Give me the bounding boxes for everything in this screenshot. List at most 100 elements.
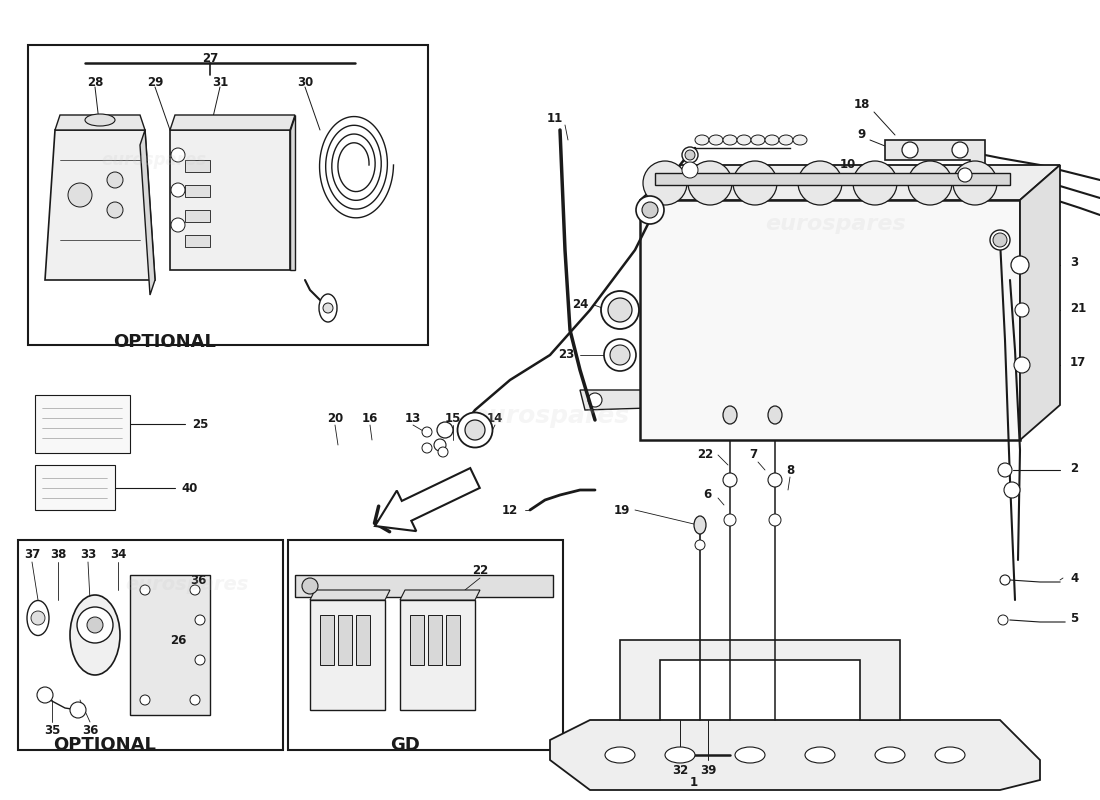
- Text: 8: 8: [785, 463, 794, 477]
- Bar: [288, 540, 563, 750]
- Circle shape: [107, 172, 123, 188]
- Circle shape: [993, 233, 1007, 247]
- Circle shape: [733, 161, 777, 205]
- Text: 16: 16: [362, 411, 378, 425]
- Bar: [310, 600, 385, 710]
- Text: 7: 7: [749, 449, 757, 462]
- Ellipse shape: [935, 747, 965, 763]
- Ellipse shape: [735, 747, 764, 763]
- Ellipse shape: [601, 291, 639, 329]
- Polygon shape: [1020, 165, 1060, 440]
- Circle shape: [323, 303, 333, 313]
- Bar: [356, 615, 370, 665]
- Polygon shape: [310, 590, 390, 600]
- Bar: [400, 600, 475, 710]
- Text: 25: 25: [191, 418, 208, 430]
- Bar: [28, 45, 428, 345]
- Circle shape: [695, 540, 705, 550]
- Bar: [185, 185, 210, 197]
- Circle shape: [140, 695, 150, 705]
- Text: eurospares: eurospares: [471, 404, 629, 428]
- Circle shape: [685, 150, 695, 160]
- Ellipse shape: [604, 339, 636, 371]
- Polygon shape: [55, 115, 145, 130]
- Circle shape: [1004, 482, 1020, 498]
- Text: 15: 15: [444, 411, 461, 425]
- Text: 35: 35: [44, 723, 60, 737]
- Ellipse shape: [751, 135, 764, 145]
- Circle shape: [107, 202, 123, 218]
- Ellipse shape: [990, 230, 1010, 250]
- Ellipse shape: [28, 601, 50, 635]
- Polygon shape: [290, 115, 295, 270]
- Circle shape: [688, 161, 732, 205]
- Text: 21: 21: [1070, 302, 1087, 314]
- Text: 14: 14: [487, 411, 503, 425]
- Text: 13: 13: [405, 411, 421, 425]
- Ellipse shape: [319, 294, 337, 322]
- Circle shape: [1000, 575, 1010, 585]
- Text: 18: 18: [854, 98, 870, 111]
- Circle shape: [723, 473, 737, 487]
- Text: 5: 5: [1070, 611, 1078, 625]
- Circle shape: [998, 615, 1008, 625]
- Text: 2: 2: [1070, 462, 1078, 474]
- Circle shape: [77, 607, 113, 643]
- Circle shape: [610, 345, 630, 365]
- Polygon shape: [640, 165, 1060, 200]
- Text: 6: 6: [703, 489, 711, 502]
- Ellipse shape: [723, 135, 737, 145]
- Circle shape: [190, 585, 200, 595]
- Bar: [654, 173, 1010, 185]
- Text: 19: 19: [614, 503, 630, 517]
- Ellipse shape: [805, 747, 835, 763]
- Circle shape: [682, 162, 698, 178]
- Text: eurospares: eurospares: [101, 151, 207, 169]
- Ellipse shape: [70, 595, 120, 675]
- Polygon shape: [170, 115, 295, 130]
- Circle shape: [195, 655, 205, 665]
- Ellipse shape: [779, 135, 793, 145]
- Circle shape: [68, 183, 92, 207]
- Ellipse shape: [710, 135, 723, 145]
- Circle shape: [852, 161, 896, 205]
- Text: 38: 38: [50, 549, 66, 562]
- Text: 12: 12: [502, 503, 518, 517]
- Text: 30: 30: [297, 75, 313, 89]
- Text: 29: 29: [146, 75, 163, 89]
- Text: OPTIONAL: OPTIONAL: [54, 736, 156, 754]
- Circle shape: [195, 615, 205, 625]
- Circle shape: [438, 447, 448, 457]
- Bar: [130, 575, 210, 715]
- Circle shape: [170, 218, 185, 232]
- Text: 33: 33: [80, 549, 96, 562]
- Bar: [320, 615, 334, 665]
- Circle shape: [70, 702, 86, 718]
- Bar: [446, 615, 460, 665]
- Ellipse shape: [695, 135, 710, 145]
- Polygon shape: [580, 390, 745, 410]
- Text: 24: 24: [572, 298, 588, 311]
- Bar: [410, 615, 424, 665]
- Bar: [338, 615, 352, 665]
- Text: 1: 1: [690, 775, 698, 789]
- Circle shape: [644, 161, 688, 205]
- Circle shape: [953, 161, 997, 205]
- Circle shape: [724, 514, 736, 526]
- Polygon shape: [400, 590, 480, 600]
- Ellipse shape: [737, 135, 751, 145]
- Circle shape: [422, 443, 432, 453]
- Text: 22: 22: [697, 449, 713, 462]
- Circle shape: [302, 578, 318, 594]
- Text: 36: 36: [190, 574, 206, 586]
- Text: 11: 11: [547, 111, 563, 125]
- Circle shape: [1015, 303, 1028, 317]
- Polygon shape: [550, 720, 1040, 790]
- Text: 39: 39: [700, 763, 716, 777]
- Circle shape: [437, 422, 453, 438]
- Text: 26: 26: [169, 634, 186, 646]
- Ellipse shape: [694, 516, 706, 534]
- Text: 22: 22: [472, 563, 488, 577]
- Circle shape: [422, 427, 432, 437]
- Text: 40: 40: [182, 482, 198, 494]
